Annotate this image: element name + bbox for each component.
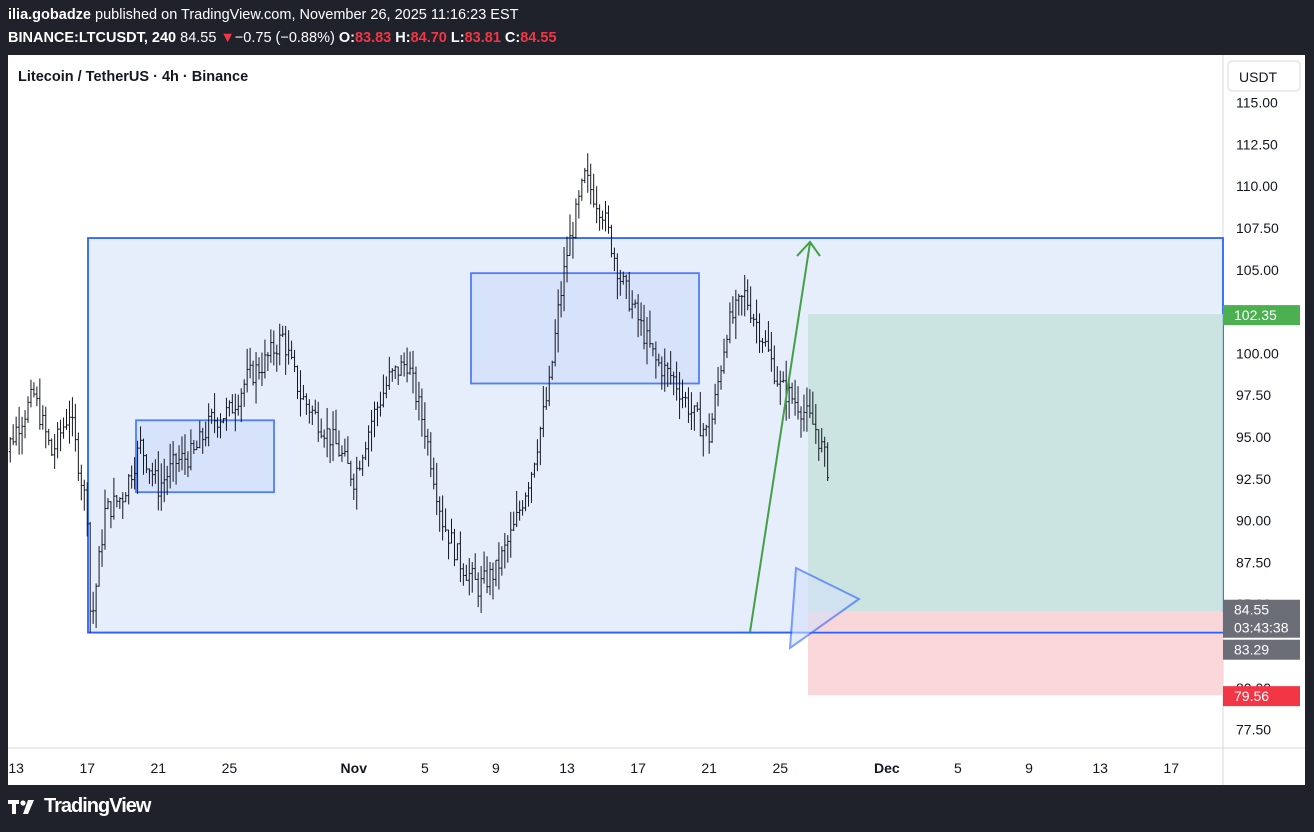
time-tick-label: 9 <box>492 760 500 776</box>
publish-info: published on TradingView.com, November 2… <box>95 7 519 23</box>
time-tick-label: 17 <box>1163 760 1179 776</box>
down-arrow-icon: ▼ <box>220 30 235 46</box>
price-tick-label: 95.00 <box>1236 429 1271 445</box>
chart-panel[interactable]: 115.00112.50110.00107.50105.00102.50100.… <box>8 55 1305 785</box>
currency-label[interactable]: USDT <box>1239 69 1278 85</box>
price-tick-label: 115.00 <box>1236 95 1278 111</box>
close-value: 84.55 <box>520 30 557 46</box>
time-tick-label: Dec <box>874 760 900 776</box>
price-tick-label: 77.50 <box>1236 722 1271 738</box>
ohlc-line: BINANCE:LTCUSDT, 240 84.55 ▼−0.75 (−0.88… <box>8 30 557 46</box>
open-value: 83.83 <box>354 30 392 46</box>
time-tick-label: 21 <box>151 760 167 776</box>
entry-price-badge <box>1223 639 1300 660</box>
price-tick-label: 87.50 <box>1236 554 1271 570</box>
price-tick-label: 97.50 <box>1236 387 1271 403</box>
tradingview-brand: TradingView <box>44 795 151 817</box>
price-tick-label: 92.50 <box>1236 471 1271 487</box>
last-price: 84.55 <box>180 30 217 46</box>
time-tick-label: Nov <box>341 760 368 776</box>
time-tick-label: 25 <box>772 760 788 776</box>
triangle-pattern <box>788 566 861 651</box>
time-tick-label: 17 <box>79 760 95 776</box>
time-tick-label: 13 <box>1092 760 1108 776</box>
target-arrow <box>749 242 811 633</box>
high-label: H: <box>395 30 411 46</box>
tradingview-logo-icon <box>8 799 34 814</box>
price-tick-label: 100.00 <box>1236 345 1279 361</box>
time-tick-label: 9 <box>1025 760 1033 776</box>
low-value: 83.81 <box>464 30 501 46</box>
high-value: 84.70 <box>410 30 447 46</box>
target-price-badge <box>1223 305 1300 326</box>
publisher-name[interactable]: ilia.gobadze <box>8 7 91 23</box>
price-tick-label: 107.50 <box>1236 220 1279 236</box>
current-price-badge <box>1223 599 1300 638</box>
tradingview-footer: TradingView <box>8 795 151 818</box>
target-arrow-head <box>796 240 821 257</box>
time-tick-label: 21 <box>701 760 717 776</box>
price-chart[interactable]: 115.00112.50110.00107.50105.00102.50100.… <box>8 55 1305 785</box>
stop-zone <box>808 611 1223 696</box>
currency-selector[interactable] <box>1227 60 1301 92</box>
current-price-text: 84.55 <box>1234 602 1269 618</box>
time-tick-label: 13 <box>8 760 24 776</box>
price-tick-label: 112.50 <box>1236 136 1278 152</box>
open-label: O: <box>338 30 355 46</box>
time-tick-label: 5 <box>421 760 429 776</box>
time-tick-label: 17 <box>630 760 646 776</box>
price-tick-label: 105.00 <box>1236 262 1279 278</box>
close-label: C: <box>504 30 521 46</box>
target-zone <box>808 314 1223 612</box>
current-price-text: 03:43:38 <box>1234 620 1289 636</box>
target-price-text: 102.35 <box>1234 307 1277 323</box>
consolidation-box-2 <box>470 272 700 385</box>
stop-price-text: 79.56 <box>1234 688 1269 704</box>
time-tick-label: 5 <box>954 760 962 776</box>
publish-line: ilia.gobadze published on TradingView.co… <box>8 7 518 23</box>
symbol-name: BINANCE:LTCUSDT, 240 <box>8 30 177 46</box>
low-label: L: <box>450 30 465 46</box>
price-tick-label: 90.00 <box>1236 513 1271 529</box>
time-tick-label: 25 <box>222 760 238 776</box>
entry-price-text: 83.29 <box>1234 642 1269 658</box>
stop-price-badge <box>1223 686 1300 707</box>
price-change: −0.75 (−0.88%) <box>234 30 335 46</box>
consolidation-box-1 <box>135 419 275 494</box>
price-tick-label: 110.00 <box>1236 178 1278 194</box>
chart-title: Litecoin / TetherUS · 4h · Binance <box>18 69 248 85</box>
time-tick-label: 13 <box>559 760 575 776</box>
